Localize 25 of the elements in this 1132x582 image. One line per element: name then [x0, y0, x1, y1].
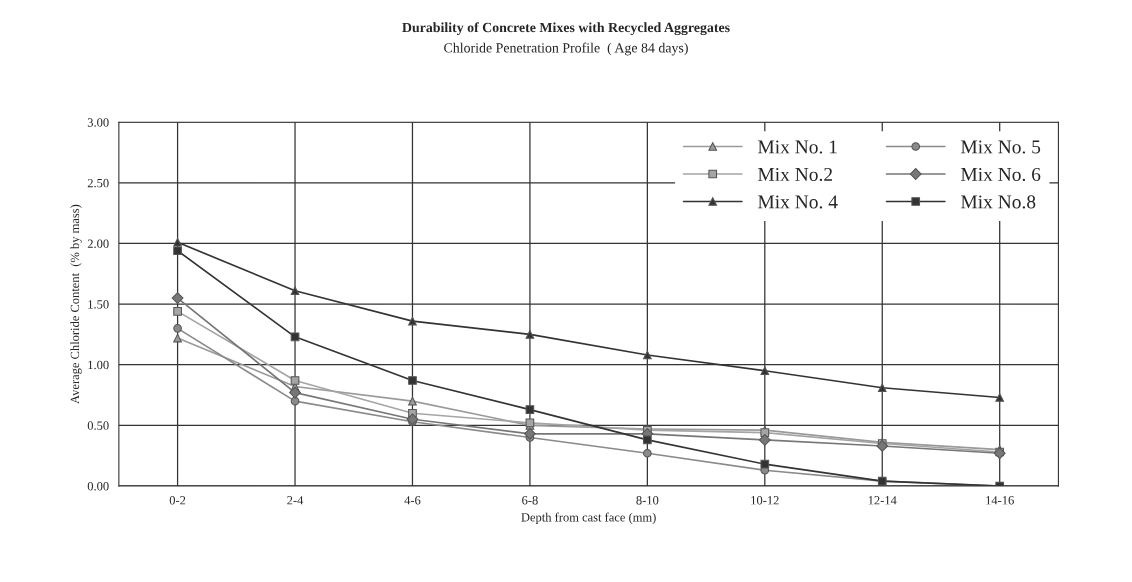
- x-tick-label: 8-10: [636, 496, 659, 505]
- legend-label: Mix No. 5: [960, 140, 1041, 154]
- y-tick-label: 3.00: [87, 118, 109, 127]
- x-tick-label: 2-4: [287, 496, 304, 505]
- x-tick-label: 4-6: [404, 496, 421, 505]
- x-tick-label: 6-8: [522, 496, 538, 505]
- x-tick-label: 0-2: [169, 496, 186, 505]
- legend-label: Mix No. 4: [758, 195, 838, 209]
- x-tick-label: 10-12: [751, 496, 779, 505]
- chart-subtitle: Chloride Penetration Profile ( Age 84 days): [444, 42, 688, 56]
- chart-title: Durability of Concrete Mixes with Recycled Aggregates: [402, 22, 730, 36]
- x-axis-title: Depth from cast face (mm): [521, 512, 656, 525]
- legend-label: Mix No. 6: [960, 167, 1041, 182]
- y-tick-label: 2.00: [87, 239, 109, 248]
- x-tick-label: 14-16: [986, 496, 1014, 505]
- y-tick-label: 0.00: [87, 481, 109, 491]
- legend-label: Mix No.2: [758, 167, 832, 182]
- y-tick-label: 1.00: [88, 360, 109, 370]
- y-tick-label: 2.50: [87, 178, 109, 188]
- x-tick-label: 12-14: [868, 496, 897, 505]
- legend-label: Mix No.8: [960, 195, 1036, 209]
- y-tick-label: 1.50: [88, 300, 109, 309]
- y-axis-title: Average Chloride Content (% by mass): [70, 204, 82, 404]
- y-tick-label: 0.50: [87, 421, 109, 430]
- legend-label: Mix No. 1: [758, 140, 837, 154]
